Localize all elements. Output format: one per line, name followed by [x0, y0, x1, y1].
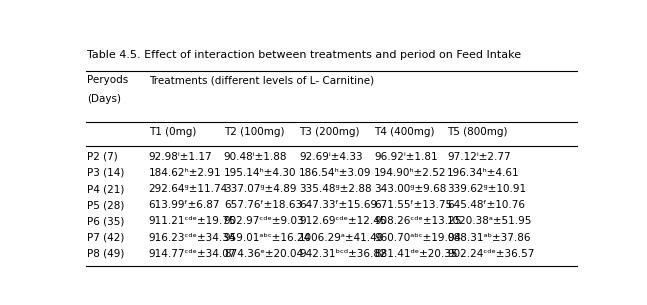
Text: 96.92ⁱ±1.81: 96.92ⁱ±1.81	[374, 152, 438, 162]
Text: P4 (21): P4 (21)	[87, 184, 124, 194]
Text: Peryods: Peryods	[87, 75, 128, 85]
Text: P7 (42): P7 (42)	[87, 233, 124, 243]
Text: 959.01ᵃᵇᶜ±16.24: 959.01ᵃᵇᶜ±16.24	[224, 233, 311, 243]
Text: 184.62ʰ±2.91: 184.62ʰ±2.91	[149, 168, 221, 178]
Text: P5 (28): P5 (28)	[87, 200, 124, 210]
Text: P8 (49): P8 (49)	[87, 249, 124, 259]
Text: 912.69ᶜᵈᵉ±12.45: 912.69ᶜᵈᵉ±12.45	[299, 217, 386, 227]
Text: 988.31ᵃᵇ±37.86: 988.31ᵃᵇ±37.86	[447, 233, 531, 243]
Text: (Days): (Days)	[87, 94, 121, 104]
Text: 343.00ᵍ±9.68: 343.00ᵍ±9.68	[374, 184, 446, 194]
Text: 874.36ᵉ±20.04: 874.36ᵉ±20.04	[224, 249, 303, 259]
Text: P2 (7): P2 (7)	[87, 152, 118, 162]
Text: Treatments (different levels of L- Carnitine): Treatments (different levels of L- Carni…	[149, 75, 374, 85]
Text: 195.14ʰ±4.30: 195.14ʰ±4.30	[224, 168, 296, 178]
Text: P6 (35): P6 (35)	[87, 217, 124, 227]
Text: 908.26ᶜᵈᵉ±13.25: 908.26ᶜᵈᵉ±13.25	[374, 217, 461, 227]
Text: T3 (200mg): T3 (200mg)	[299, 127, 360, 137]
Text: 186.54ʰ±3.09: 186.54ʰ±3.09	[299, 168, 371, 178]
Text: 97.12ⁱ±2.77: 97.12ⁱ±2.77	[447, 152, 510, 162]
Text: T5 (800mg): T5 (800mg)	[447, 127, 507, 137]
Text: 916.23ᶜᵈᵉ±34.34: 916.23ᶜᵈᵉ±34.34	[149, 233, 236, 243]
Text: 671.55ᶠ±13.75: 671.55ᶠ±13.75	[374, 200, 452, 210]
Text: T2 (100mg): T2 (100mg)	[224, 127, 284, 137]
Text: 647.33ᶠ±15.69: 647.33ᶠ±15.69	[299, 200, 377, 210]
Text: 92.98ⁱ±1.17: 92.98ⁱ±1.17	[149, 152, 212, 162]
Text: 90.48ⁱ±1.88: 90.48ⁱ±1.88	[224, 152, 287, 162]
Text: 914.77ᶜᵈᵉ±34.07: 914.77ᶜᵈᵉ±34.07	[149, 249, 236, 259]
Text: T4 (400mg): T4 (400mg)	[374, 127, 435, 137]
Text: 881.41ᵈᵉ±20.35: 881.41ᵈᵉ±20.35	[374, 249, 457, 259]
Text: 657.76ᶠ±18.63: 657.76ᶠ±18.63	[224, 200, 302, 210]
Text: 292.64ᵍ±11.74: 292.64ᵍ±11.74	[149, 184, 228, 194]
Text: 911.21ᶜᵈᵉ±19.75: 911.21ᶜᵈᵉ±19.75	[149, 217, 236, 227]
Text: 902.97ᶜᵈᵉ±9.03: 902.97ᶜᵈᵉ±9.03	[224, 217, 304, 227]
Text: T1 (0mg): T1 (0mg)	[149, 127, 196, 137]
Text: P3 (14): P3 (14)	[87, 168, 124, 178]
Text: 645.48ᶠ±10.76: 645.48ᶠ±10.76	[447, 200, 525, 210]
Text: 1020.38ᵃ±51.95: 1020.38ᵃ±51.95	[447, 217, 532, 227]
Text: 1006.29ᵃ±41.40: 1006.29ᵃ±41.40	[299, 233, 384, 243]
Text: 335.48ᵍ±2.88: 335.48ᵍ±2.88	[299, 184, 371, 194]
Text: 196.34ʰ±4.61: 196.34ʰ±4.61	[447, 168, 520, 178]
Text: 960.70ᵃᵇᶜ±19.04: 960.70ᵃᵇᶜ±19.04	[374, 233, 461, 243]
Text: 92.69ⁱ±4.33: 92.69ⁱ±4.33	[299, 152, 362, 162]
Text: 339.62ᵍ±10.91: 339.62ᵍ±10.91	[447, 184, 526, 194]
Text: 194.90ʰ±2.52: 194.90ʰ±2.52	[374, 168, 446, 178]
Text: 337.07ᵍ±4.89: 337.07ᵍ±4.89	[224, 184, 296, 194]
Text: 902.24ᶜᵈᵉ±36.57: 902.24ᶜᵈᵉ±36.57	[447, 249, 534, 259]
Text: 942.31ᵇᶜᵈ±36.82: 942.31ᵇᶜᵈ±36.82	[299, 249, 387, 259]
Text: Table 4.5. Effect of interaction between treatments and period on Feed Intake: Table 4.5. Effect of interaction between…	[87, 49, 521, 59]
Text: 613.99ᶠ±6.87: 613.99ᶠ±6.87	[149, 200, 220, 210]
